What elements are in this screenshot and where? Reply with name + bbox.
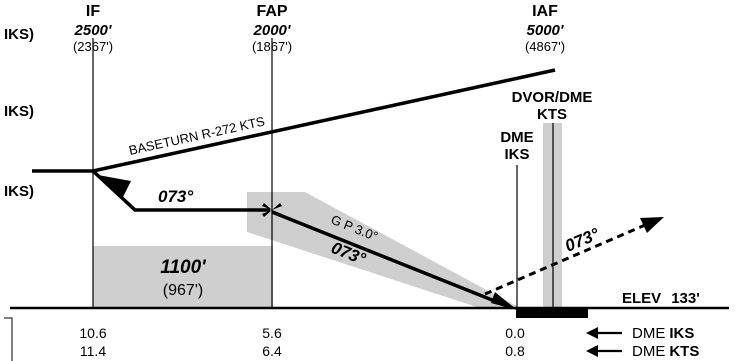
left-label-top: IKS) (4, 26, 34, 43)
elevation-label: ELEV 133' (622, 290, 700, 307)
dme-kts-fap: 6.4 (262, 343, 282, 359)
dme-iks-if: 10.6 (79, 325, 106, 341)
missed-approach-line (484, 220, 653, 296)
if-altitude: 2500' (74, 22, 112, 39)
dvor-dme-label: DVOR/DME (512, 89, 593, 106)
baseturn-label: BASETURN R-272 KTS (127, 113, 266, 158)
if-altitude-agl: (2367') (73, 39, 113, 54)
minimum-altitude-agl: (967') (163, 282, 203, 299)
iaf-altitude: 5000' (527, 22, 564, 39)
missed-arrow-icon (640, 217, 664, 233)
table-frame-corner (4, 317, 13, 361)
final-arrow-icon (491, 292, 517, 310)
runway-bar (516, 307, 588, 318)
intermediate-path (32, 169, 270, 212)
course-level-label: 073° (158, 187, 193, 206)
baseturn-line (92, 68, 556, 173)
left-label-mid: IKS) (4, 103, 34, 120)
iks-row-arrow-icon (586, 327, 622, 339)
dme-iks-threshold: 0.0 (505, 325, 525, 341)
left-label-low: IKS) (4, 183, 34, 200)
missed-course-label: 073° (562, 224, 602, 255)
iaf-altitude-agl: (4867') (525, 39, 565, 54)
dme-iks-fap: 5.6 (262, 325, 282, 341)
fap-altitude-agl: (1867') (252, 39, 292, 54)
minimum-altitude: 1100' (160, 257, 207, 278)
dme-kts-threshold: 0.8 (505, 343, 525, 359)
kts-row-arrow-icon (586, 345, 622, 357)
iks-row-label: DME IKS (632, 325, 694, 342)
iaf-label: IAF (532, 3, 558, 20)
glidepath-obstacle-shading (247, 192, 520, 308)
fap-cross-icon (262, 203, 282, 217)
fap-label: FAP (256, 3, 287, 20)
minimum-altitude-box (93, 246, 273, 308)
dvor-kts-label: KTS (537, 106, 567, 123)
dme-iks-label: IKS (504, 146, 529, 163)
final-approach-path (271, 210, 513, 310)
descent-arrow-icon (98, 175, 131, 197)
dme-kts-if: 11.4 (80, 343, 106, 359)
dme-label: DME (500, 129, 533, 146)
kts-row-label: DME KTS (632, 343, 699, 360)
fap-altitude: 2000' (253, 22, 291, 39)
if-label: IF (86, 3, 100, 20)
